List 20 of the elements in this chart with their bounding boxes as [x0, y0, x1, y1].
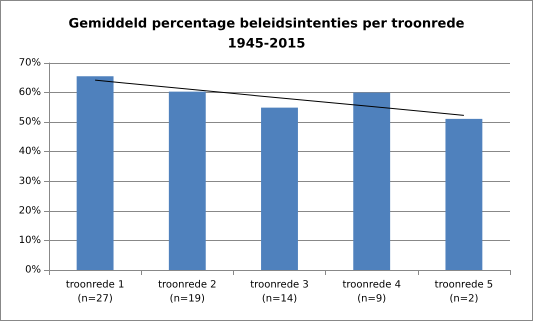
bar	[168, 92, 206, 270]
x-tick-label: troonrede 4 (n=9)	[342, 280, 401, 304]
x-tick-label: troonrede 1 (n=27)	[66, 280, 124, 304]
y-tick-label: 60%	[18, 87, 41, 98]
x-tick-label: troonrede 2 (n=19)	[158, 280, 217, 304]
y-tick-label: 10%	[18, 234, 41, 246]
bar	[76, 76, 114, 270]
line-series	[94, 80, 464, 116]
y-tick-label: 50%	[18, 116, 41, 128]
y-tick-label: 40%	[18, 146, 41, 158]
x-tick-label: troonrede 3 (n=14)	[250, 280, 309, 304]
y-tick-label: 70%	[18, 58, 41, 68]
y-tick-label: 20%	[18, 205, 41, 216]
bar	[353, 92, 390, 270]
chart-title: Gemiddeld percentage beleidsintenties per troonrede 1945-2015	[68, 16, 465, 52]
y-tick-label: 30%	[18, 176, 41, 187]
y-tick-label: 0%	[25, 264, 41, 276]
bar	[445, 118, 482, 270]
x-tick-label: troonrede 5 (n=2)	[434, 280, 494, 304]
bar	[261, 108, 298, 270]
